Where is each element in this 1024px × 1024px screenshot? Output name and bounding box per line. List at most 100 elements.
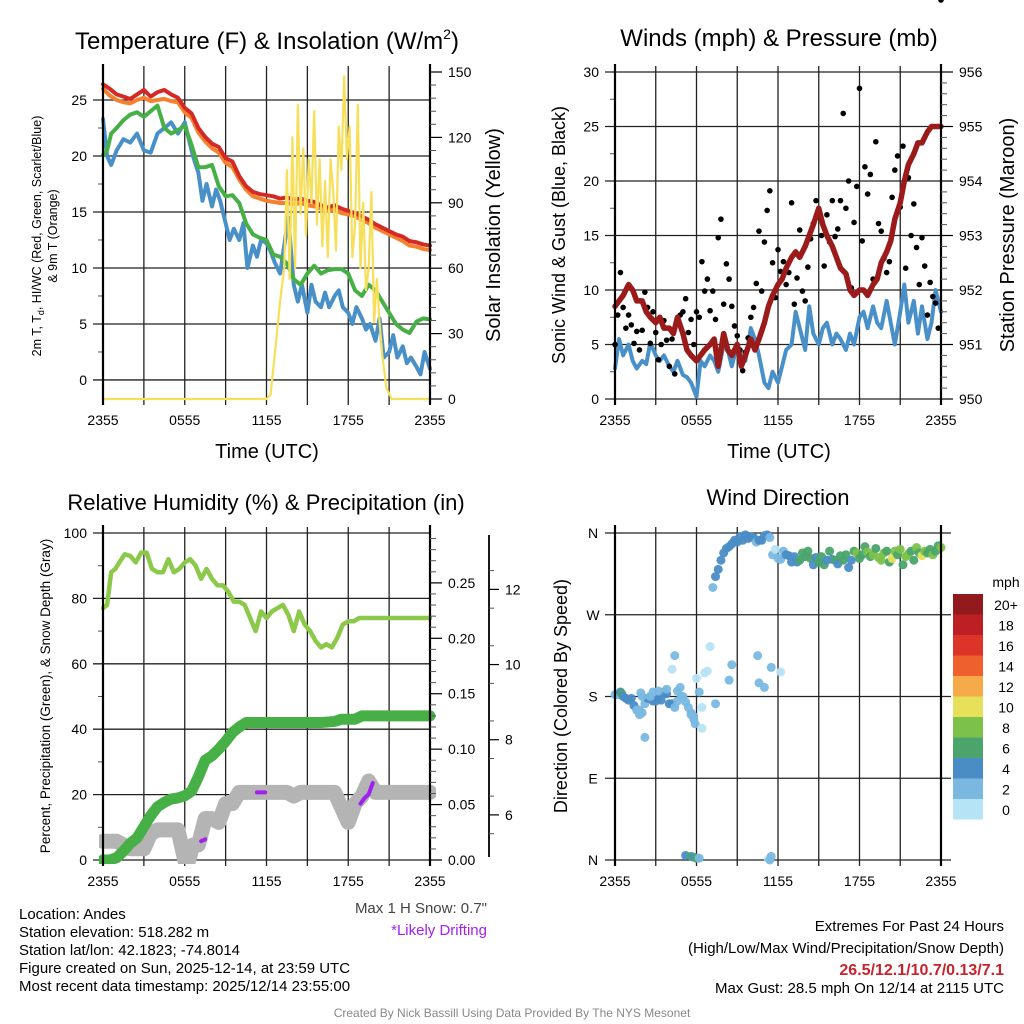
colorbar-swatch [953, 717, 983, 738]
gust-point [715, 234, 722, 241]
gust-point [666, 363, 673, 370]
wind-direction-point [716, 555, 726, 565]
gust-point [862, 164, 868, 170]
gust-point [699, 258, 705, 265]
gust-point [758, 288, 765, 294]
x-tick-label: 0555 [681, 412, 712, 428]
wind-direction-point [825, 546, 835, 556]
wind-panel: Winds (mph) & Pressure (mb) 2355 0555 1155… [549, 0, 1019, 463]
colorbar-swatch [953, 655, 983, 676]
gust-point [834, 226, 841, 232]
station-info: Location: Andes Station elevation: 518.2… [19, 906, 350, 996]
gust-point [924, 312, 931, 318]
y-tick-label: 10 [583, 282, 599, 298]
station-elevation: Station elevation: 518.282 m [19, 924, 210, 941]
temperature-y-label-part2: , HI/WC (Red, Green, Scarlet/Blue) [30, 116, 44, 311]
y-tick-label: N [588, 852, 598, 868]
gust-point [767, 188, 773, 194]
gust-point [631, 340, 637, 347]
x-tick-label: 2355 [414, 873, 445, 889]
wind-direction-point [634, 705, 644, 715]
wind-direction-point [677, 692, 687, 701]
temperature-x-label: Time (UTC) [215, 441, 319, 463]
gust-point [693, 309, 700, 315]
y-tick-label: 0 [591, 391, 599, 407]
x-tick-label: 1155 [251, 873, 281, 889]
humidity-title: Relative Humidity (%) & Precipitation (i… [67, 490, 464, 515]
y2-tick-label: 953 [959, 228, 983, 244]
colorbar-swatch [953, 635, 983, 656]
wind-direction-point [765, 533, 775, 543]
y2-tick-label: 0.10 [448, 741, 475, 757]
y-tick-label: 15 [71, 204, 87, 220]
gust-point [658, 341, 664, 348]
speed-colorbar: mph 20+ 18 16 14 12 10 8 6 4 2 0 [953, 574, 1020, 820]
gust-point [845, 178, 852, 184]
y2-tick-label: 0.15 [448, 686, 475, 702]
wind-direction-points [610, 530, 946, 865]
y2-tick-label: 0.25 [448, 575, 475, 591]
gust-point [796, 227, 803, 233]
gust-point [794, 275, 800, 281]
gust-point [753, 280, 760, 287]
wind-y-label: Sonic Wind & Gust (Blue, Black) [549, 106, 569, 364]
wind-direction-point [753, 651, 763, 661]
gust-point [853, 183, 860, 190]
colorbar-swatch [953, 758, 983, 779]
colorbar-swatch [953, 778, 983, 799]
gust-point [864, 191, 871, 197]
relative-humidity-line [100, 550, 433, 650]
wind-direction-panel: Wind Direction 2355 0555 1155 1755 2355NESWN… [551, 485, 1020, 889]
y3-tick-label: 6 [505, 807, 513, 823]
station-location: Location: Andes [19, 906, 126, 923]
gust-point [818, 232, 825, 239]
humidity-axes: 2355 0555 1155 1755 23550204060801000.000.05… [64, 525, 521, 889]
extremes-values: 26.5/12.1/10.7/0.13/7.1 [839, 962, 1004, 979]
wind-x-label: Time (UTC) [727, 441, 831, 463]
station-pressure-line [612, 123, 944, 370]
y-tick-label: N [588, 525, 598, 541]
wind-direction-point [697, 723, 707, 733]
gust-point [883, 269, 890, 276]
gust-point [696, 314, 703, 321]
2m-t-line [101, 82, 432, 248]
x-tick-label: 2355 [599, 412, 630, 428]
humidity-grid [93, 527, 431, 866]
snow-notes: Max 1 H Snow: 0.7" *Likely Drifting [355, 898, 487, 942]
gust-point [712, 316, 719, 323]
wind-direction-point [876, 555, 886, 565]
gust-point [927, 279, 933, 286]
gust-point [669, 336, 675, 342]
gust-point [647, 340, 654, 347]
gust-point [761, 239, 768, 245]
y-tick-label: 20 [71, 148, 87, 164]
title-superscript: 2 [443, 26, 451, 42]
wind-direction-point [871, 543, 881, 553]
x-tick-label: 1155 [251, 412, 281, 428]
temperature-y-label-sub: d [36, 310, 46, 315]
gust-point [829, 197, 836, 204]
y-tick-label: 20 [583, 173, 599, 189]
temperature-y-label-part1: 2m T, T [30, 315, 44, 357]
gust-point [625, 312, 632, 318]
gust-point [731, 323, 738, 329]
title-text: Temperature (F) & Insolation (W/m [75, 28, 443, 55]
gust-point [813, 197, 819, 204]
gust-point [873, 138, 879, 145]
y-tick-label: 0 [79, 852, 87, 868]
gust-point [799, 288, 806, 294]
wind-direction-point [692, 673, 701, 683]
wind-direction-point [662, 684, 672, 694]
wind-direction-point [711, 572, 721, 582]
gust-point [734, 332, 741, 339]
gust-point [720, 301, 727, 307]
y-tick-label: 15 [583, 228, 599, 244]
gust-point [889, 194, 895, 201]
gust-point [769, 259, 776, 266]
wind-direction-point [766, 662, 776, 672]
wind-y2-label: Station Pressure (Maroon) [997, 118, 1019, 353]
colorbar-swatch [953, 614, 983, 635]
gust-point [878, 228, 885, 234]
temperature-y2-label: Solar Insolation (Yellow) [483, 128, 505, 342]
